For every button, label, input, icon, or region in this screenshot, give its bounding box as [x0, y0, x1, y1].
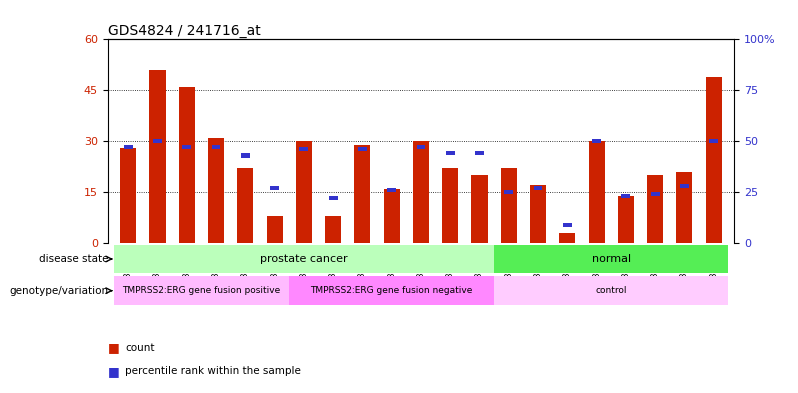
Bar — [472, 175, 488, 243]
Bar — [475, 151, 484, 156]
Bar — [208, 138, 224, 243]
Bar — [559, 233, 575, 243]
Text: ■: ■ — [108, 341, 120, 354]
Text: prostate cancer: prostate cancer — [260, 254, 348, 264]
Bar — [446, 151, 455, 156]
Text: ■: ■ — [108, 365, 120, 378]
Bar — [329, 196, 338, 200]
Bar — [296, 141, 312, 243]
Bar — [387, 188, 396, 192]
Bar — [120, 148, 136, 243]
Text: TMPRSS2:ERG gene fusion positive: TMPRSS2:ERG gene fusion positive — [122, 286, 281, 295]
Bar — [592, 139, 601, 143]
Bar — [113, 245, 494, 273]
Bar — [113, 276, 289, 305]
Bar — [705, 77, 721, 243]
Bar — [182, 145, 192, 149]
Bar — [384, 189, 400, 243]
Bar — [267, 216, 282, 243]
Text: GDS4824 / 241716_at: GDS4824 / 241716_at — [108, 24, 260, 38]
Bar — [354, 145, 370, 243]
Bar — [325, 216, 342, 243]
Bar — [534, 186, 543, 190]
Text: disease state: disease state — [39, 254, 109, 264]
Bar — [149, 70, 165, 243]
Text: count: count — [125, 343, 155, 353]
Text: genotype/variation: genotype/variation — [10, 286, 109, 296]
Bar — [680, 184, 689, 188]
Bar — [530, 185, 546, 243]
Text: normal: normal — [591, 254, 630, 264]
Bar — [271, 186, 279, 190]
Bar — [413, 141, 429, 243]
Bar — [442, 168, 458, 243]
Text: TMPRSS2:ERG gene fusion negative: TMPRSS2:ERG gene fusion negative — [310, 286, 473, 295]
Text: control: control — [595, 286, 627, 295]
Bar — [494, 276, 729, 305]
Bar — [563, 223, 571, 227]
Bar — [289, 276, 494, 305]
Bar — [709, 139, 718, 143]
Bar — [417, 145, 425, 149]
Bar — [241, 153, 250, 158]
Text: percentile rank within the sample: percentile rank within the sample — [125, 366, 301, 376]
Bar — [124, 145, 132, 149]
Bar — [153, 139, 162, 143]
Bar — [211, 145, 220, 149]
Bar — [500, 168, 517, 243]
Bar — [618, 196, 634, 243]
Bar — [504, 190, 513, 194]
Bar — [589, 141, 605, 243]
Bar — [179, 87, 195, 243]
Bar — [650, 192, 660, 196]
Bar — [358, 147, 367, 151]
Bar — [647, 175, 663, 243]
Bar — [622, 194, 630, 198]
Bar — [299, 147, 308, 151]
Bar — [237, 168, 253, 243]
Bar — [494, 245, 729, 273]
Bar — [677, 172, 693, 243]
